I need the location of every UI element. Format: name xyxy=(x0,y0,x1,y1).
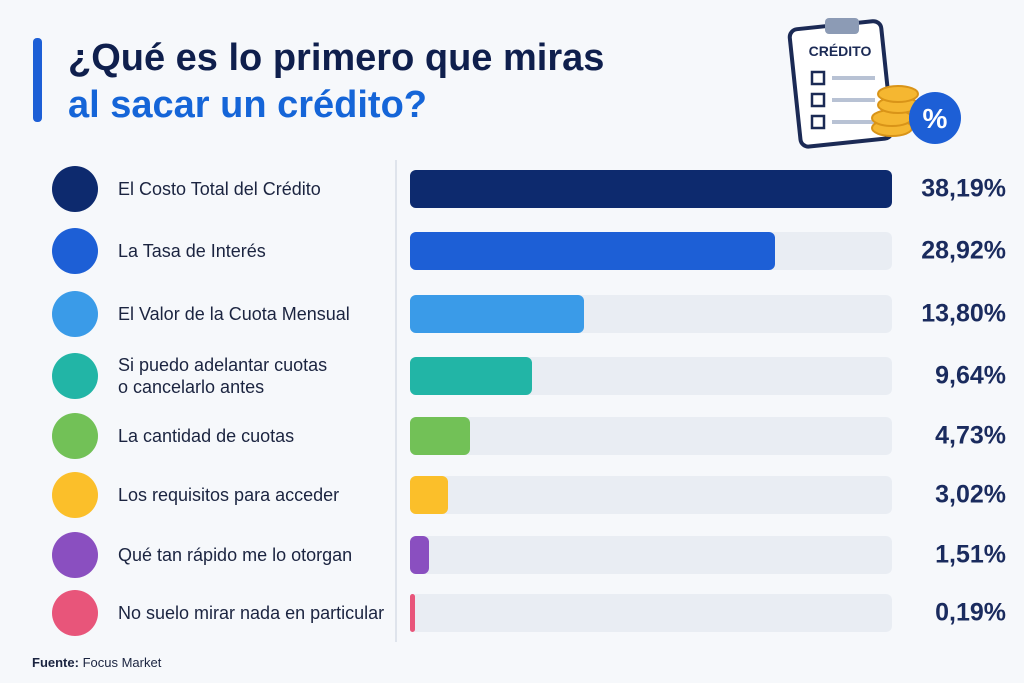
source-label: Fuente: xyxy=(32,655,79,670)
source-text: Focus Market xyxy=(82,655,162,670)
accent-bar xyxy=(33,38,42,122)
separator xyxy=(395,160,397,642)
chart-subtitle: al sacar un crédito? xyxy=(68,84,428,126)
row-icon xyxy=(52,291,98,337)
bar xyxy=(410,357,532,395)
bar xyxy=(410,170,892,208)
row-icon xyxy=(52,532,98,578)
bar-track xyxy=(410,536,892,574)
chart-title: ¿Qué es lo primero que miras xyxy=(68,37,605,79)
bar xyxy=(410,232,775,270)
row-icon xyxy=(52,590,98,636)
bar xyxy=(410,476,449,514)
bar-track xyxy=(410,295,892,333)
bar-track xyxy=(410,476,892,514)
row-icon xyxy=(52,472,98,518)
row-icon xyxy=(52,228,98,274)
value-label: 4,73% xyxy=(935,421,1006,450)
value-label: 13,80% xyxy=(921,299,1006,328)
row-icon xyxy=(52,413,98,459)
value-label: 3,02% xyxy=(935,480,1006,509)
badge-icon: CRÉDITO % xyxy=(787,18,961,149)
value-label: 1,51% xyxy=(935,540,1006,569)
category-label: El Valor de la Cuota Mensual xyxy=(118,304,350,324)
category-label: Qué tan rápido me lo otorgan xyxy=(118,545,353,565)
value-label: 0,19% xyxy=(935,598,1006,627)
source: Fuente: Focus Market xyxy=(32,655,161,670)
row-icon xyxy=(52,166,98,212)
category-label: El Costo Total del Crédito xyxy=(118,179,321,199)
badge-title: CRÉDITO xyxy=(809,43,872,59)
bar xyxy=(410,295,585,333)
bar xyxy=(410,594,415,632)
bar-track xyxy=(410,417,892,455)
category-label: No suelo mirar nada en particular xyxy=(118,603,385,623)
bar-track xyxy=(410,170,892,208)
category-label: Los requisitos para acceder xyxy=(118,485,340,505)
bar-track xyxy=(410,357,892,395)
bar-track xyxy=(410,594,892,632)
bar xyxy=(410,417,470,455)
value-label: 38,19% xyxy=(921,174,1006,203)
value-label: 28,92% xyxy=(921,236,1006,265)
category-label: La cantidad de cuotas xyxy=(118,426,295,446)
bar xyxy=(410,536,430,574)
bar-track xyxy=(410,232,892,270)
badge-symbol: % xyxy=(923,103,948,134)
value-label: 9,64% xyxy=(935,361,1006,390)
row-icon xyxy=(52,353,98,399)
category-label: Si puedo adelantar cuotas o cancelarlo a… xyxy=(118,355,328,397)
category-label: La Tasa de Interés xyxy=(118,241,266,261)
